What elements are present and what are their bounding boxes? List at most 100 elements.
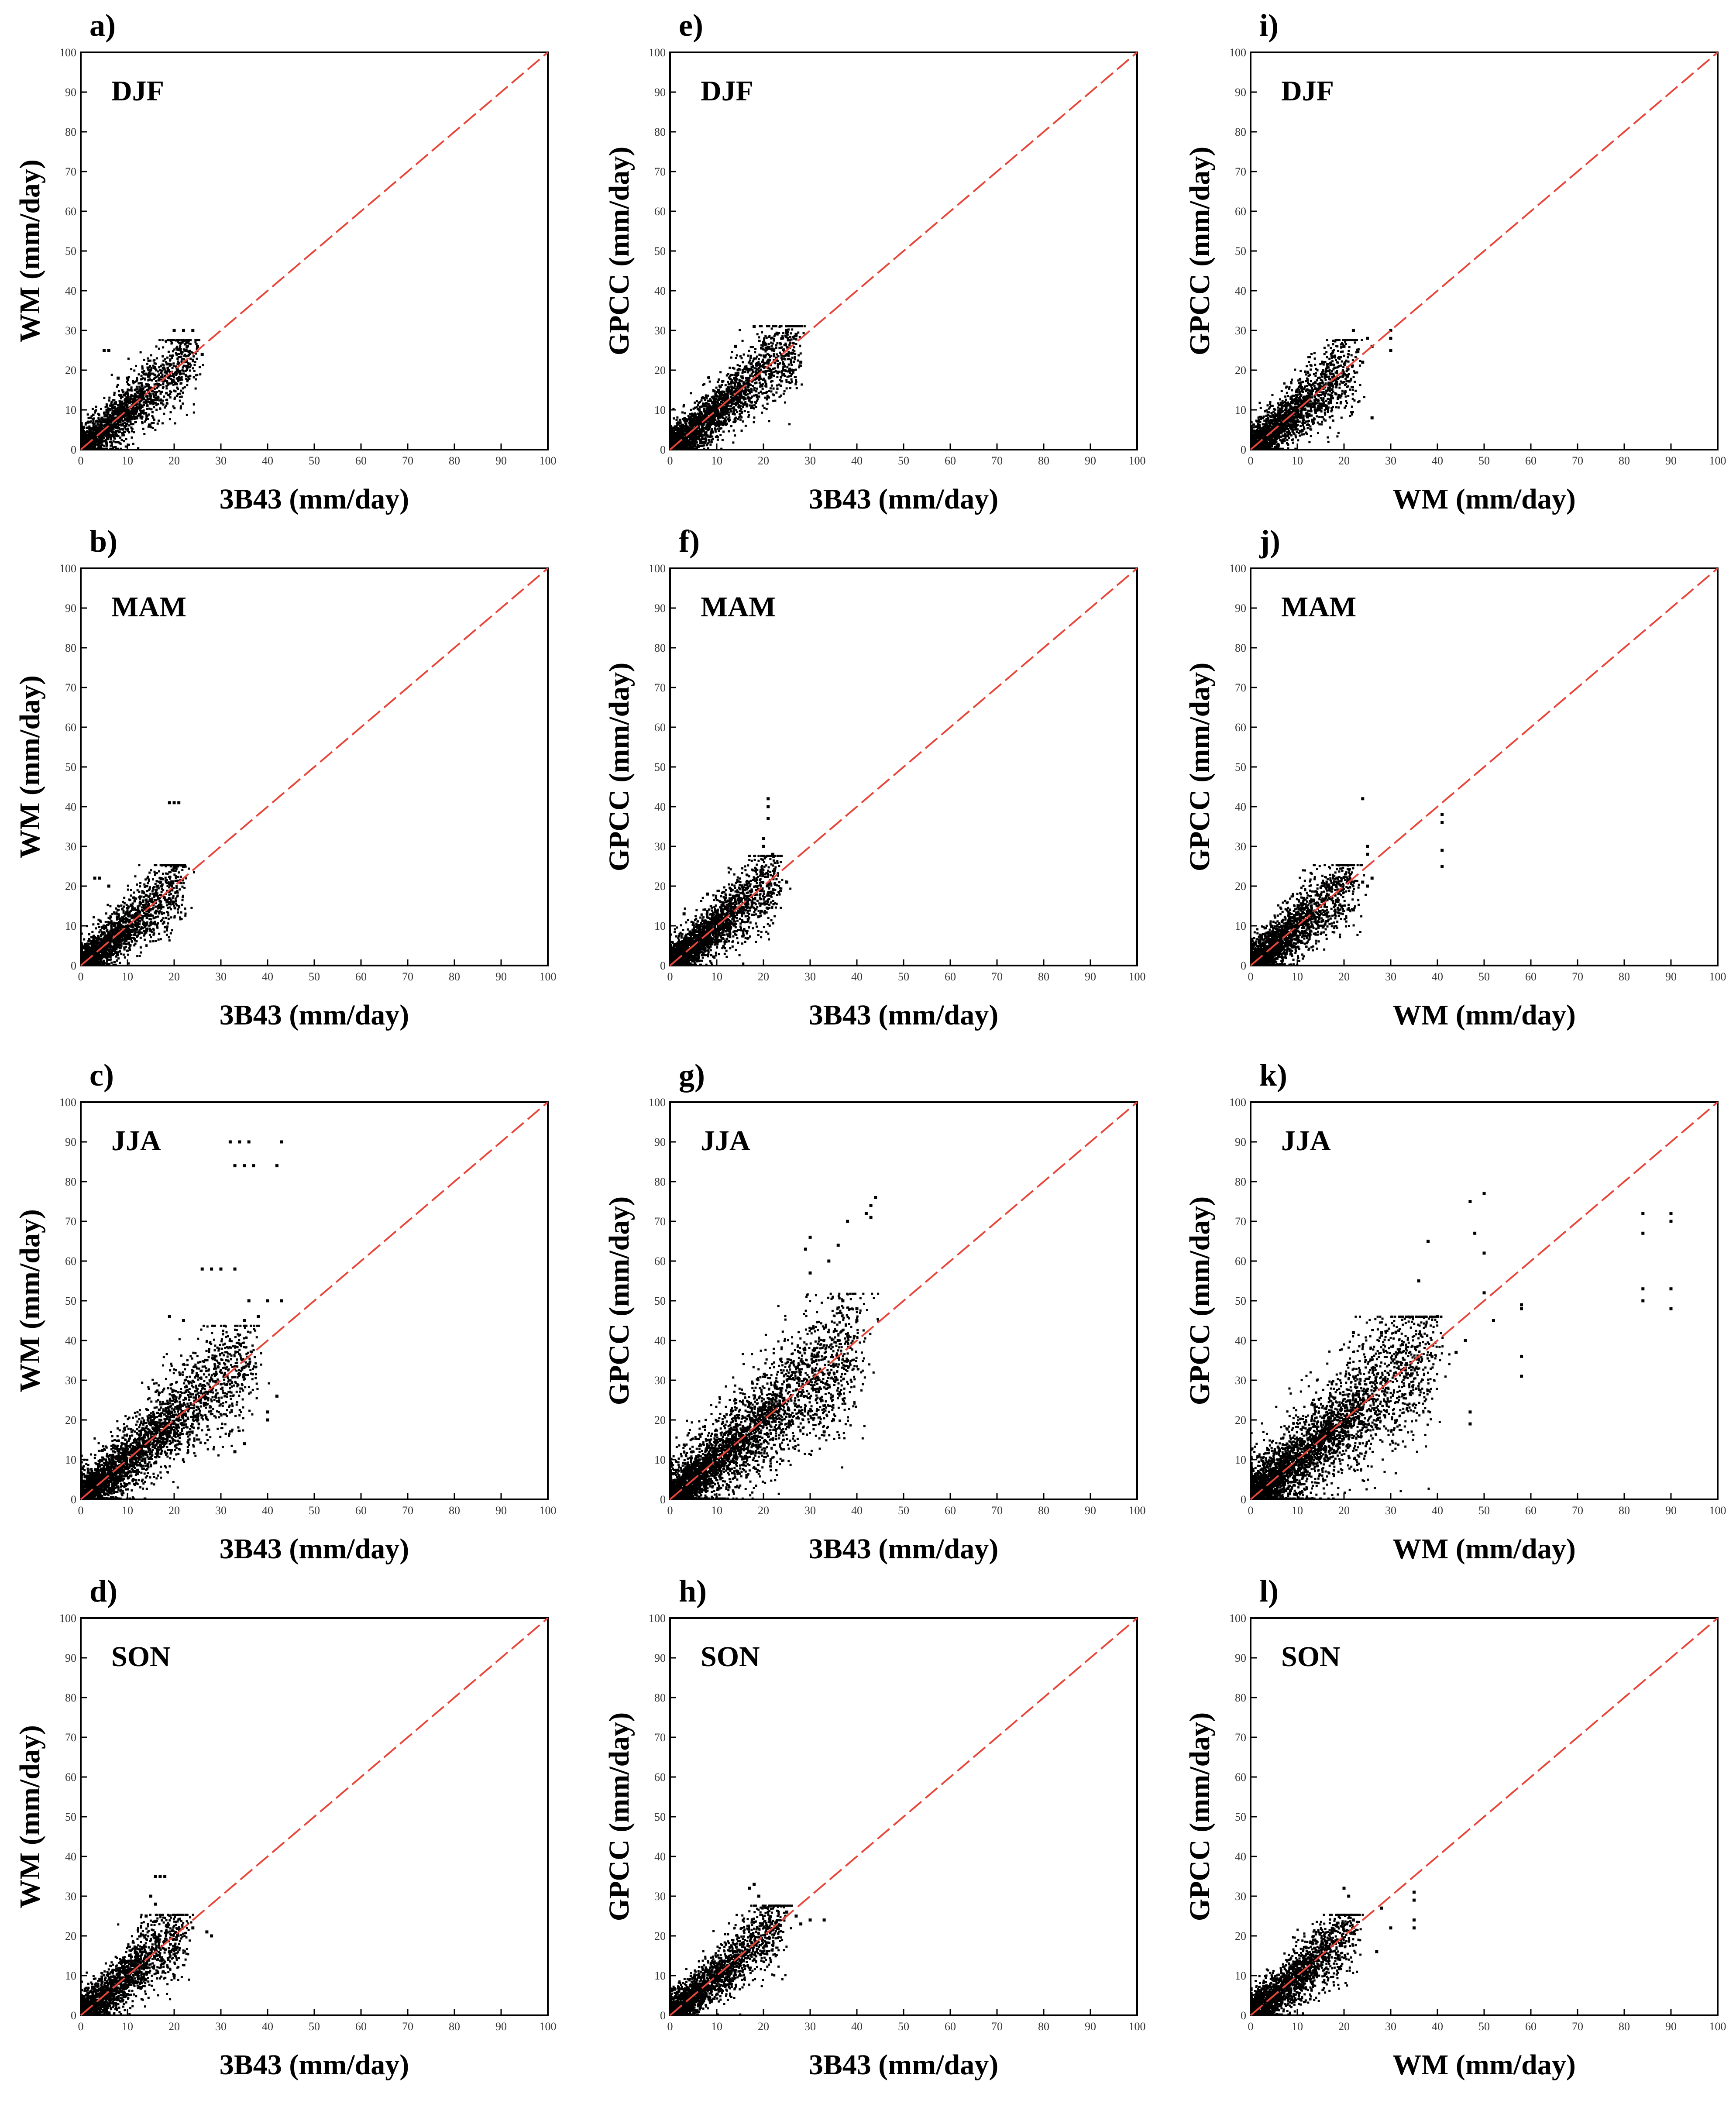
scatter-point	[118, 426, 120, 429]
scatter-point	[133, 398, 135, 401]
scatter-point	[123, 921, 126, 923]
scatter-point	[98, 418, 100, 421]
scatter-point	[131, 914, 134, 917]
scatter-point	[193, 376, 195, 379]
scatter-point	[180, 352, 182, 354]
scatter-point	[130, 904, 132, 906]
scatter-point	[131, 423, 134, 426]
scatter-point	[114, 413, 117, 416]
scatter-point	[162, 364, 165, 367]
scatter-point	[120, 410, 123, 413]
scatter-point	[106, 960, 108, 963]
scatter-point	[132, 1416, 134, 1419]
scatter-point	[120, 447, 122, 450]
scatter-point	[114, 433, 117, 436]
scatter-point	[103, 941, 105, 943]
y-tick-label: 60	[65, 721, 76, 734]
scatter-point	[153, 391, 156, 393]
scatter-point	[108, 959, 111, 961]
scatter-point	[221, 1446, 224, 1448]
scatter-point	[162, 359, 165, 362]
scatter-point	[177, 380, 179, 382]
scatter-point	[137, 907, 139, 910]
y-tick-label: 90	[65, 1136, 76, 1148]
scatter-point	[141, 421, 144, 423]
scatter-point	[152, 917, 155, 920]
scatter-point	[127, 888, 129, 891]
scatter-point	[119, 437, 122, 439]
scatter-point	[110, 374, 113, 376]
scatter-point	[154, 911, 156, 914]
scatter-point	[119, 940, 122, 943]
scatter-point	[110, 937, 113, 940]
scatter-point	[157, 915, 159, 918]
scatter-point	[144, 930, 147, 932]
scatter-point	[120, 952, 123, 955]
scatter-point	[149, 940, 152, 943]
panel-c: 0 10 20 30 40 50 60 70 80 90 100010203040506070809…	[14, 1058, 557, 1565]
scatter-point	[92, 923, 95, 926]
scatter-point	[145, 910, 148, 913]
scatter-point	[148, 903, 150, 905]
scatter-point	[105, 403, 108, 406]
scatter-point	[181, 358, 183, 361]
scatter-point	[189, 1402, 192, 1405]
x-tick-label: 50	[309, 454, 320, 467]
scatter-point	[144, 894, 147, 896]
scatter-point	[104, 956, 107, 959]
scatter-point	[230, 1385, 233, 1388]
scatter-point	[116, 423, 119, 425]
scatter-point	[187, 378, 189, 381]
scatter-point	[145, 923, 148, 926]
scatter-point	[133, 933, 135, 936]
scatter-point	[110, 920, 113, 923]
scatter-point	[139, 917, 142, 919]
scatter-point	[155, 916, 157, 918]
scatter-point	[84, 943, 87, 945]
scatter-point	[102, 933, 104, 936]
scatter-point	[172, 350, 174, 353]
scatter-point	[205, 1370, 208, 1372]
scatter-point	[168, 339, 171, 341]
scatter-point	[225, 1336, 227, 1338]
scatter-point	[131, 928, 134, 931]
scatter-point	[151, 422, 153, 424]
x-tick-label: 90	[495, 970, 507, 983]
scatter-point	[238, 1348, 241, 1351]
scatter-point	[117, 415, 120, 418]
scatter-point	[165, 392, 168, 394]
y-tick-label: 20	[65, 364, 76, 377]
scatter-point	[176, 388, 179, 390]
scatter-point	[152, 904, 155, 907]
scatter-point	[103, 924, 105, 927]
scatter-point	[103, 950, 105, 953]
scatter-point	[140, 378, 142, 381]
scatter-point	[109, 932, 111, 935]
scatter-point	[142, 427, 144, 430]
scatter-point	[148, 392, 151, 395]
scatter-point	[228, 1434, 230, 1437]
scatter-point	[159, 369, 162, 371]
y-tick-label: 90	[65, 602, 76, 615]
scatter-point	[109, 423, 112, 426]
scatter-point	[152, 928, 155, 930]
scatter-point	[100, 937, 102, 940]
scatter-point	[158, 900, 161, 903]
scatter-point	[127, 409, 130, 412]
scatter-point	[209, 1385, 211, 1388]
scatter-point	[138, 932, 141, 935]
scatter-point	[172, 1372, 175, 1375]
scatter-point	[186, 1452, 189, 1454]
scatter-point	[155, 380, 158, 382]
scatter-point	[160, 402, 162, 405]
scatter-point	[105, 421, 108, 423]
scatter-point	[149, 396, 152, 399]
scatter-point	[137, 914, 140, 917]
scatter-point	[155, 889, 158, 892]
scatter-point	[123, 915, 126, 918]
scatter-point	[104, 406, 107, 409]
x-tick-label: 100	[540, 1504, 557, 1517]
scatter-point	[99, 436, 101, 439]
scatter-point	[99, 424, 102, 427]
scatter-point	[120, 925, 123, 927]
